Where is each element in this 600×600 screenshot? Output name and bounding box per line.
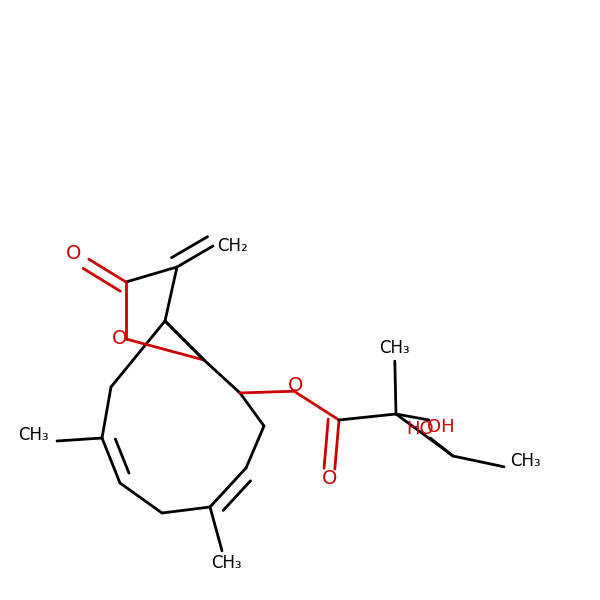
Text: O: O — [112, 329, 128, 349]
Text: HO: HO — [406, 420, 434, 438]
Text: CH₃: CH₃ — [211, 554, 242, 572]
Text: O: O — [322, 469, 338, 488]
Text: OH: OH — [427, 418, 455, 436]
Text: O: O — [66, 244, 82, 263]
Text: O: O — [288, 376, 304, 395]
Text: CH₃: CH₃ — [509, 452, 541, 470]
Text: CH₂: CH₂ — [217, 237, 248, 255]
Text: CH₃: CH₃ — [17, 426, 49, 444]
Text: CH₃: CH₃ — [379, 339, 410, 357]
